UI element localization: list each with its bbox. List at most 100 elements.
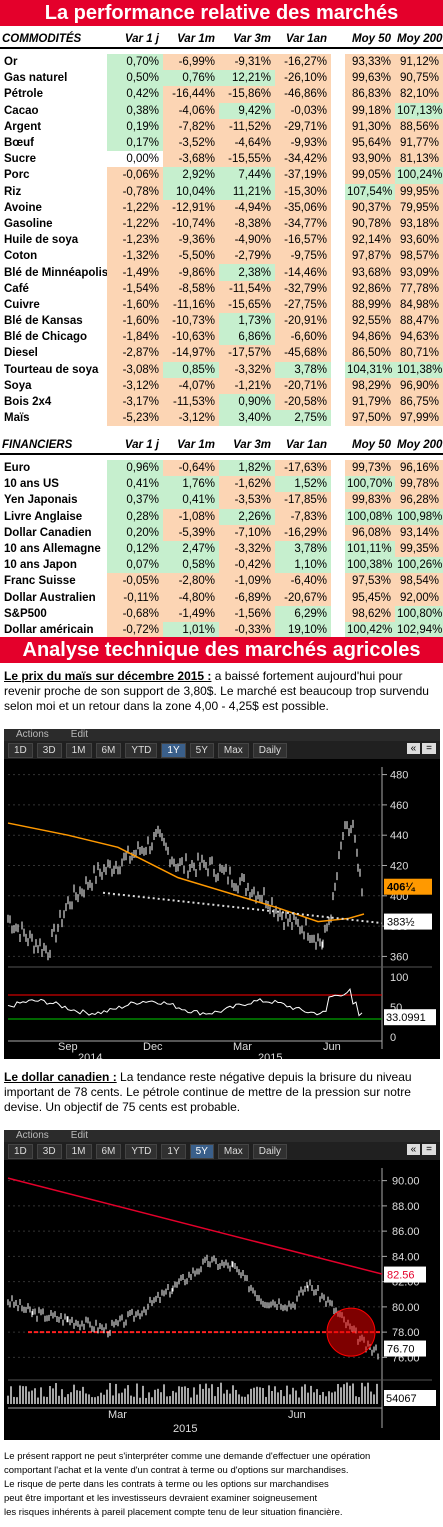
commodity-name-cell: Porc xyxy=(4,169,30,182)
range-button-6m[interactable]: 6M xyxy=(95,742,122,758)
actions-menu[interactable]: Actions xyxy=(16,1130,49,1141)
commodity-value-cell: -46,86% xyxy=(275,86,331,103)
spacer-cell xyxy=(331,264,345,281)
financial-name-cell: Dollar Australien xyxy=(4,591,96,604)
commodity-name-cell: Pétrole xyxy=(4,88,43,101)
commodity-value-cell: 99,18% xyxy=(345,102,395,119)
commodity-row: Maïs -5,23% -3,12% 3,40% 2,75% 97,50% 97,99% xyxy=(0,410,443,427)
range-button-1y[interactable]: 1Y xyxy=(161,1143,186,1159)
financial-column-header xyxy=(331,436,345,455)
range-button-max[interactable]: Max xyxy=(217,742,249,758)
commodity-value-cell: 107,13% xyxy=(395,102,443,119)
collapse-arrows-icon[interactable]: « xyxy=(406,1144,421,1155)
commodity-row: Riz -0,78% 10,04% 11,21% -15,30% 107,54% 99,95… xyxy=(0,183,443,200)
range-button-3d[interactable]: 3D xyxy=(36,742,62,758)
commodity-value-cell: 96,90% xyxy=(395,377,443,394)
spacer-cell xyxy=(331,492,345,509)
financial-value-cell: 101,11% xyxy=(345,540,395,558)
commodity-value-cell: 88,47% xyxy=(395,313,443,330)
commodity-name-cell: Gasoline xyxy=(4,217,53,230)
commodity-row: Blé de Kansas -1,60% -10,73% 1,73% -20,91% 92… xyxy=(0,313,443,330)
commodity-value-cell: 84,98% xyxy=(395,296,443,313)
commodities-table: COMMODITÉS Var 1 j Var 1m Var 3m Var 1an Moy … xyxy=(0,30,443,427)
y-tick-label: 78.00 xyxy=(392,1327,420,1339)
commodity-value-cell: 2,92% xyxy=(163,167,219,184)
edit-menu[interactable]: Edit xyxy=(70,729,89,740)
financial-row: Yen Japonais 0,37% 0,41% -3,53% -17,85% 99,83… xyxy=(0,492,443,509)
chart-range-bar: 1D 3D 1M 6M YTD 1Y 5Y Max Daily «= xyxy=(4,1142,440,1160)
range-button-max[interactable]: Max xyxy=(217,1143,249,1159)
spacer-cell xyxy=(331,280,345,297)
financial-value-cell: 1,01% xyxy=(163,621,219,639)
y-tick-label: 86.00 xyxy=(392,1226,420,1238)
financial-value-cell: 99,35% xyxy=(395,540,443,558)
spacer-cell xyxy=(331,134,345,152)
commodity-row: Argent 0,19% -7,82% -11,52% -29,71% 91,30% 88,… xyxy=(0,118,443,135)
spacer-cell xyxy=(331,215,345,233)
commodity-name-cell: Tourteau de soya xyxy=(4,363,99,376)
commodity-value-cell: -2,79% xyxy=(219,248,275,265)
range-button-1m[interactable]: 1M xyxy=(65,1143,92,1159)
frequency-select[interactable]: Daily xyxy=(252,1143,288,1159)
collapse-arrows-icon[interactable]: « xyxy=(406,743,421,754)
edit-menu[interactable]: Edit xyxy=(70,1130,89,1141)
range-button-5y[interactable]: 5Y xyxy=(189,742,214,758)
commodity-column-header xyxy=(331,30,345,49)
commodity-column-header: COMMODITÉS xyxy=(0,30,107,49)
commodity-value-cell: -7,82% xyxy=(163,118,219,135)
range-button-ytd[interactable]: YTD xyxy=(125,1143,158,1159)
commodity-name-cell: Avoine xyxy=(4,201,42,214)
commodity-value-cell: -1,49% xyxy=(107,264,163,281)
commodity-value-cell: 3,40% xyxy=(219,410,275,427)
financial-value-cell: 0,37% xyxy=(107,492,163,509)
range-button-1y[interactable]: 1Y xyxy=(161,742,186,758)
commodity-value-cell: -1,60% xyxy=(107,296,163,313)
range-button-1d[interactable]: 1D xyxy=(8,1143,33,1159)
financial-value-cell: -4,80% xyxy=(163,589,219,606)
financial-value-cell: 98,54% xyxy=(395,573,443,590)
menu-lines-icon[interactable]: = xyxy=(422,1144,436,1155)
range-button-6m[interactable]: 6M xyxy=(95,1143,122,1159)
financial-value-cell: -7,10% xyxy=(219,524,275,541)
range-button-1d[interactable]: 1D xyxy=(8,742,33,758)
cad-commentary: Le dollar canadien : La tendance reste n… xyxy=(4,1070,440,1115)
range-button-1m[interactable]: 1M xyxy=(65,742,92,758)
cad-commentary-head: Le dollar canadien : xyxy=(4,1070,117,1084)
financial-value-cell: -0,68% xyxy=(107,605,163,622)
commodity-name-cell: Diesel xyxy=(4,347,38,360)
commodity-value-cell: -20,58% xyxy=(275,393,331,411)
menu-lines-icon[interactable]: = xyxy=(422,743,436,754)
financial-value-cell: -0,11% xyxy=(107,589,163,606)
commodity-value-cell: 93,60% xyxy=(395,232,443,249)
commodity-value-cell: -15,30% xyxy=(275,183,331,200)
commodity-value-cell: 93,09% xyxy=(395,264,443,281)
financial-value-cell: 0,07% xyxy=(107,557,163,574)
range-button-3d[interactable]: 3D xyxy=(36,1143,62,1159)
financials-table: FINANCIERS Var 1 j Var 1m Var 3m Var 1an Moy … xyxy=(0,436,443,655)
commodity-value-cell: -3,32% xyxy=(219,361,275,378)
commodity-value-cell: -16,27% xyxy=(275,54,331,71)
financial-name-cell: 10 ans Allemagne xyxy=(4,543,101,556)
commodity-value-cell: -1,22% xyxy=(107,199,163,216)
actions-menu[interactable]: Actions xyxy=(16,729,49,740)
financial-value-cell: 0,28% xyxy=(107,508,163,525)
rsi-tick-label: 100 xyxy=(390,972,408,984)
commodity-value-cell: 91,79% xyxy=(345,393,395,411)
volume-tag: 54067 xyxy=(386,1393,417,1405)
financial-value-cell: -3,53% xyxy=(219,492,275,509)
commodity-value-cell: -10,63% xyxy=(163,329,219,346)
financial-name-cell: Franc Suisse xyxy=(4,575,76,588)
range-button-5y[interactable]: 5Y xyxy=(189,1143,214,1159)
corn-chart: Actions Edit 1D 3D 1M 6M YTD 1Y 5Y Max Daily «= … xyxy=(4,729,440,1059)
commodity-value-cell: -5,23% xyxy=(107,410,163,427)
range-button-ytd[interactable]: YTD xyxy=(125,742,158,758)
financial-value-cell: -0,64% xyxy=(163,460,219,477)
commodity-value-cell: 92,14% xyxy=(345,232,395,249)
commodity-row: Bois 2x4 -3,17% -11,53% 0,90% -20,58% 91,79% 8… xyxy=(0,393,443,411)
spacer-cell xyxy=(331,476,345,493)
frequency-select[interactable]: Daily xyxy=(252,742,288,758)
commodity-row: Or 0,70% -6,99% -9,31% -16,27% 93,33% 91,12% xyxy=(0,54,443,71)
commodity-value-cell: 99,05% xyxy=(345,167,395,184)
x-tick-label: Mar xyxy=(233,1041,252,1053)
financial-name-cell: Yen Japonais xyxy=(4,494,78,507)
